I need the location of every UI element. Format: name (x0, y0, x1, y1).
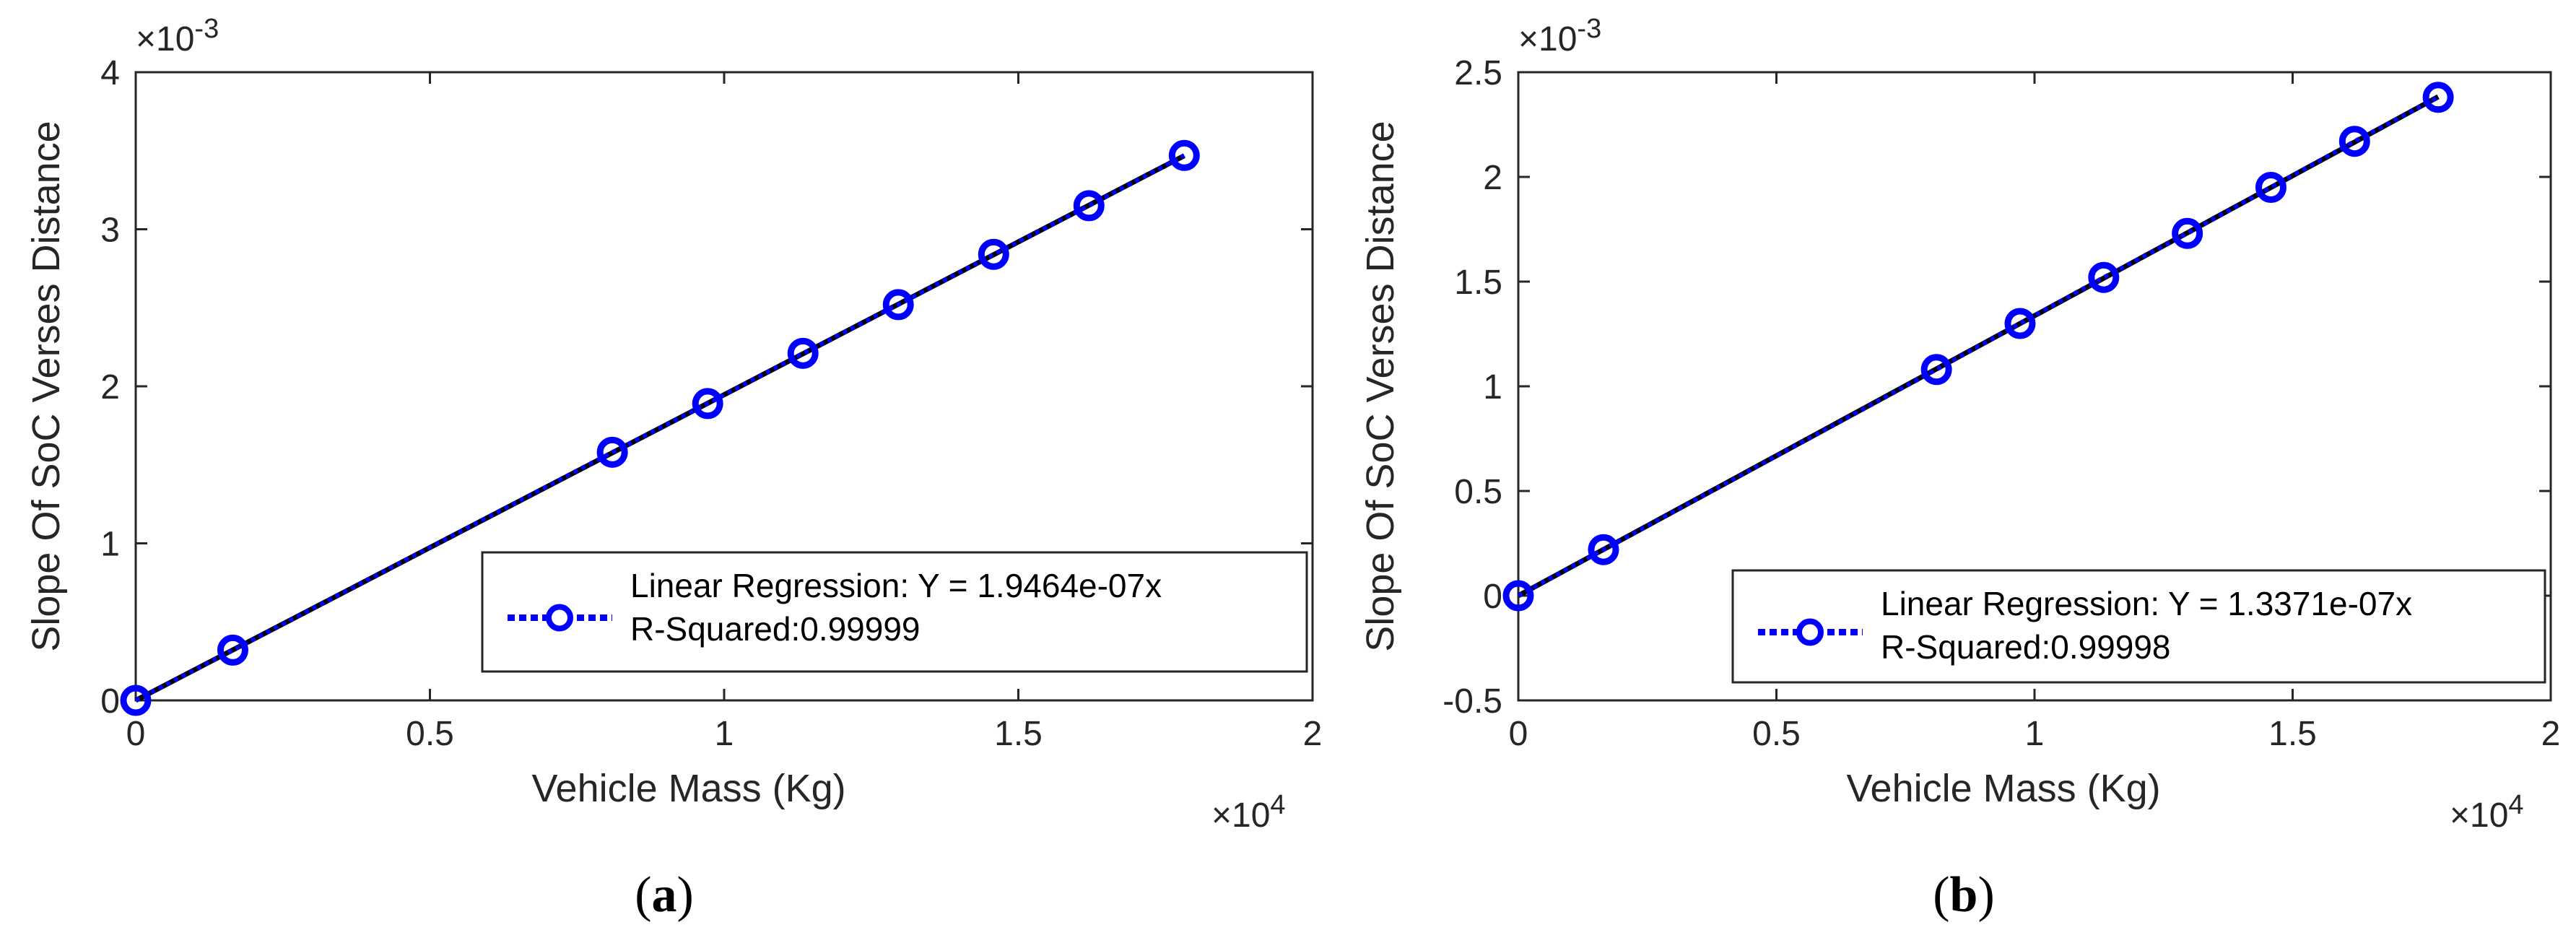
legend-line-1: Linear Regression: Y = 1.9464e-07x (630, 567, 1162, 604)
y-multiplier-exponent: -3 (194, 14, 219, 44)
legend-line-2: R-Squared:0.99999 (630, 610, 921, 648)
data-point (596, 436, 628, 468)
data-point (978, 238, 1009, 270)
panel-label-letter: a (652, 867, 677, 923)
panel-label: (a) (635, 867, 694, 923)
legend-box (481, 551, 1308, 673)
x-tick-label: 0 (126, 715, 146, 753)
data-point (2422, 82, 2454, 113)
x-multiplier-exponent: 4 (2508, 790, 2523, 820)
y-multiplier: ×10-3 (136, 14, 219, 58)
y-tick-label: 0.5 (1454, 473, 1502, 511)
data-point (2088, 261, 2120, 293)
legend-line-2: R-Squared:0.99998 (1881, 628, 2171, 666)
x-axis-label: Vehicle Mass (Kg) (532, 767, 846, 810)
panel-label-close: ) (1977, 867, 1994, 923)
y-tick-label: 4 (100, 54, 120, 92)
legend-line-1: Linear Regression: Y = 1.3371e-07x (1881, 585, 2412, 622)
panel-label-close: ) (677, 867, 694, 923)
x-multiplier: ×104 (1211, 790, 1286, 835)
x-tick-label: 0.5 (1752, 715, 1801, 753)
data-point (1920, 354, 1952, 386)
x-tick-label: 1.5 (994, 715, 1043, 753)
x-tick-label: 0 (1509, 715, 1528, 753)
y-multiplier-base: ×10 (136, 20, 194, 58)
y-tick-label: -0.5 (1443, 682, 1502, 721)
data-point (1502, 580, 1534, 612)
data-point (2338, 126, 2370, 157)
data-point (217, 634, 248, 666)
y-multiplier: ×10-3 (1518, 14, 1601, 58)
x-multiplier-base: ×10 (1211, 796, 1270, 835)
series-line (134, 153, 1185, 703)
legend-swatch-marker (1796, 618, 1824, 646)
x-multiplier-base: ×10 (2450, 796, 2508, 835)
legend-box (1731, 569, 2546, 684)
data-point (2255, 172, 2286, 203)
data-point (1168, 139, 1200, 171)
data-point (692, 388, 723, 420)
y-multiplier-base: ×10 (1518, 20, 1577, 58)
y-tick-label: 1 (100, 526, 120, 564)
data-point (120, 685, 152, 716)
y-tick-label: 1.5 (1454, 264, 1502, 302)
data-point (2172, 217, 2203, 249)
y-tick-label: 1 (1483, 368, 1502, 407)
x-tick-label: 1.5 (2268, 715, 2317, 753)
panel-label: (b) (1933, 867, 1995, 923)
y-tick-label: 0 (100, 682, 120, 721)
x-axis-label: Vehicle Mass (Kg) (1847, 767, 2161, 810)
data-point (2004, 308, 2036, 339)
x-tick-label: 0.5 (406, 715, 454, 753)
x-multiplier: ×104 (2450, 790, 2524, 835)
data-point (1588, 534, 1619, 565)
y-multiplier-exponent: -3 (1577, 14, 1601, 44)
x-tick-label: 1 (2025, 715, 2045, 753)
y-axis-label: Slope Of SoC Verses Distance (25, 121, 68, 651)
panel-label-letter: b (1950, 867, 1978, 923)
y-tick-label: 0 (1483, 578, 1502, 616)
y-tick-label: 2 (1483, 159, 1502, 197)
panel-label-open: ( (1933, 867, 1949, 923)
y-tick-label: 3 (100, 212, 120, 250)
y-axis-label: Slope Of SoC Verses Distance (1359, 121, 1402, 651)
chart-b: 0 0.5 1 1.5 2-0.500.511.522.5×10-3×104Vehicl… (1359, 14, 2560, 923)
y-tick-label: 2.5 (1454, 54, 1502, 92)
x-tick-label: 1 (715, 715, 734, 753)
data-point (882, 289, 914, 321)
y-tick-label: 2 (100, 368, 120, 407)
series-line (1517, 95, 2440, 598)
x-multiplier-exponent: 4 (1270, 790, 1285, 820)
x-tick-label: 2 (2541, 715, 2561, 753)
x-tick-label: 2 (1303, 715, 1323, 753)
data-point (1073, 190, 1105, 222)
panel-label-open: ( (635, 867, 651, 923)
data-point (787, 337, 819, 369)
legend-swatch-marker (546, 604, 573, 632)
